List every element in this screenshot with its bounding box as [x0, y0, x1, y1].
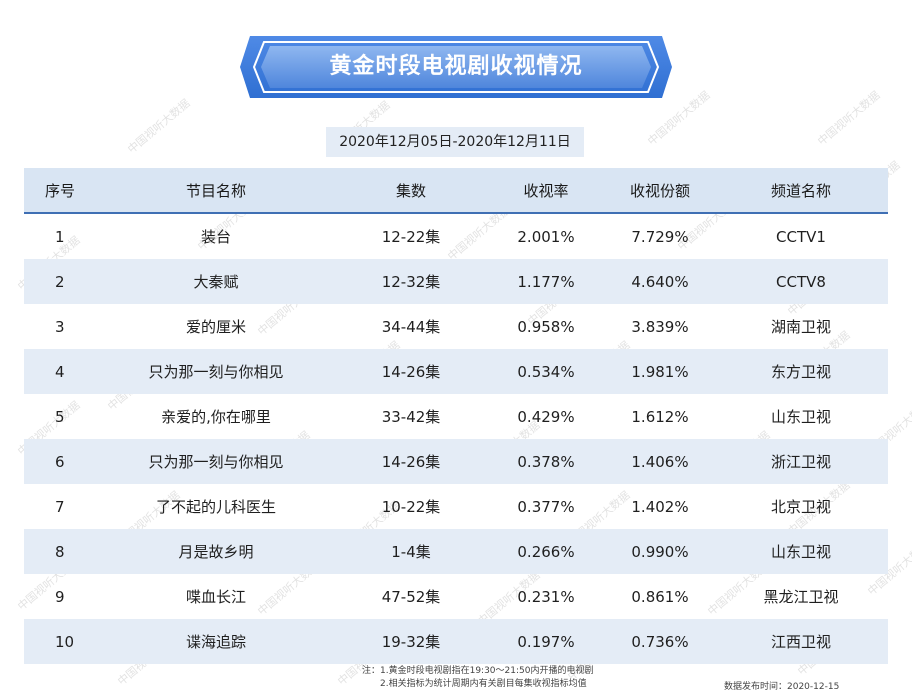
row-program-name: 喋血长江 [185, 588, 246, 606]
row-share: 4.640% [631, 272, 689, 291]
row-rating: 0.958% [517, 317, 575, 336]
row-episodes: 10-22集 [381, 498, 441, 516]
row-index: 8 [55, 542, 65, 561]
table-row: 4 只为那一刻与你相见 14-26集 0.534% 1.981% 东方卫视 [24, 349, 888, 394]
row-program-name: 只为那一刻与你相见 [148, 363, 284, 381]
row-program-name: 装台 [200, 228, 231, 246]
row-channel: CCTV8 [776, 272, 826, 291]
row-rating: 0.534% [517, 362, 575, 381]
page-title: 黄金时段电视剧收视情况 [329, 54, 583, 79]
watermark-text: 中国视听大数据 [815, 88, 883, 149]
row-program-name: 亲爱的,你在哪里 [161, 408, 271, 426]
row-channel: 浙江卫视 [770, 453, 831, 471]
row-program-name: 只为那一刻与你相见 [148, 453, 284, 471]
header-rating: 收视率 [523, 181, 569, 200]
row-rating: 0.429% [517, 407, 575, 426]
row-index: 9 [55, 587, 65, 606]
table-row: 5 亲爱的,你在哪里 33-42集 0.429% 1.612% 山东卫视 [24, 394, 888, 439]
row-share: 0.736% [631, 632, 689, 651]
row-episodes: 14-26集 [381, 453, 441, 471]
date-range: 2020年12月05日-2020年12月11日 [326, 127, 584, 157]
row-channel: 江西卫视 [770, 633, 831, 651]
row-rating: 0.377% [517, 497, 575, 516]
header-index: 序号 [44, 181, 75, 200]
table-row: 9 喋血长江 47-52集 0.231% 0.861% 黑龙江卫视 [24, 574, 888, 619]
row-index: 10 [55, 632, 75, 651]
row-share: 7.729% [631, 227, 689, 246]
row-program-name: 月是故乡明 [178, 543, 254, 561]
row-episodes: 14-26集 [381, 363, 441, 381]
row-share: 0.990% [631, 542, 689, 561]
row-channel: 湖南卫视 [770, 318, 831, 336]
row-index: 3 [55, 317, 65, 336]
footnote-line-2: 2.相关指标为统计周期内有关剧目每集收视指标均值 [380, 679, 587, 689]
table-header-row: 序号 节目名称 集数 收视率 收视份额 频道名称 [24, 168, 888, 214]
footnotes: 注：1.黄金时段电视剧指在19:30～21:50内开播的电视剧 2.相关指标为统… [362, 665, 593, 691]
table-row: 8 月是故乡明 1-4集 0.266% 0.990% 山东卫视 [24, 529, 888, 574]
row-rating: 0.266% [517, 542, 575, 561]
row-index: 5 [55, 407, 65, 426]
table-row: 1 装台 12-22集 2.001% 7.729% CCTV1 [24, 214, 888, 259]
row-share: 3.839% [631, 317, 689, 336]
row-program-name: 了不起的儿科医生 [155, 498, 276, 516]
row-episodes: 12-32集 [381, 273, 441, 291]
row-channel: 山东卫视 [770, 408, 831, 426]
row-channel: 东方卫视 [770, 363, 831, 381]
row-rating: 0.231% [517, 587, 575, 606]
row-index: 6 [55, 452, 65, 471]
footnote-line-1: 注：1.黄金时段电视剧指在19:30～21:50内开播的电视剧 [362, 666, 594, 676]
row-episodes: 47-52集 [381, 588, 441, 606]
row-share: 1.612% [631, 407, 689, 426]
header-channel: 频道名称 [770, 181, 831, 200]
table-row: 6 只为那一刻与你相见 14-26集 0.378% 1.406% 浙江卫视 [24, 439, 888, 484]
table-row: 10 谍海追踪 19-32集 0.197% 0.736% 江西卫视 [24, 619, 888, 664]
row-episodes: 33-42集 [381, 408, 441, 426]
title-banner-shape [240, 36, 672, 98]
header-share: 收视份额 [629, 181, 690, 200]
row-channel: 北京卫视 [770, 498, 831, 516]
row-share: 1.406% [631, 452, 689, 471]
row-channel: CCTV1 [776, 227, 826, 246]
header-program-name: 节目名称 [185, 181, 246, 200]
row-episodes: 12-22集 [381, 228, 441, 246]
row-index: 7 [55, 497, 65, 516]
row-channel: 黑龙江卫视 [763, 588, 839, 606]
row-share: 1.981% [631, 362, 689, 381]
row-index: 2 [55, 272, 65, 291]
ratings-table: 序号 节目名称 集数 收视率 收视份额 频道名称 1 装台 12-22集 2.0… [24, 168, 888, 664]
table-row: 2 大秦赋 12-32集 1.177% 4.640% CCTV8 [24, 259, 888, 304]
row-program-name: 谍海追踪 [185, 633, 246, 651]
row-index: 4 [55, 362, 65, 381]
row-program-name: 大秦赋 [193, 273, 239, 291]
row-rating: 2.001% [517, 227, 575, 246]
row-rating: 0.378% [517, 452, 575, 471]
row-episodes: 19-32集 [381, 633, 441, 651]
header-episodes: 集数 [395, 181, 426, 200]
row-index: 1 [55, 227, 65, 246]
row-program-name: 爱的厘米 [185, 318, 246, 336]
table-row: 7 了不起的儿科医生 10-22集 0.377% 1.402% 北京卫视 [24, 484, 888, 529]
row-share: 0.861% [631, 587, 689, 606]
title-banner: 黄金时段电视剧收视情况 [240, 33, 672, 101]
row-rating: 0.197% [517, 632, 575, 651]
row-share: 1.402% [631, 497, 689, 516]
watermark-text: 中国视听大数据 [125, 96, 193, 157]
row-rating: 1.177% [517, 272, 575, 291]
row-channel: 山东卫视 [770, 543, 831, 561]
row-episodes: 34-44集 [381, 318, 441, 336]
row-episodes: 1-4集 [391, 543, 431, 561]
table-row: 3 爱的厘米 34-44集 0.958% 3.839% 湖南卫视 [24, 304, 888, 349]
release-date: 数据发布时间：2020-12-15 [724, 682, 840, 692]
